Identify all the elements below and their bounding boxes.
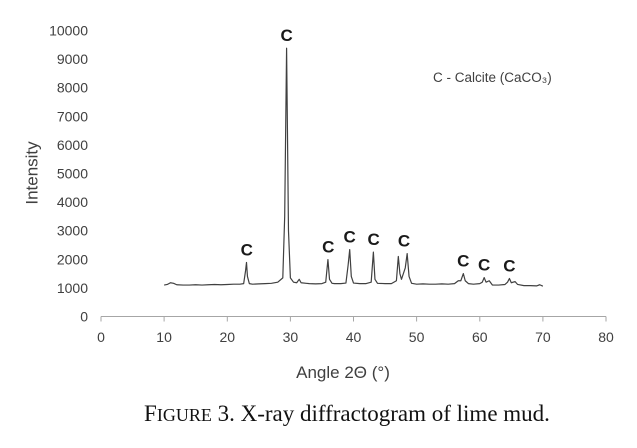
x-tick-label: 10 — [156, 329, 172, 345]
caption-label: FIGURE — [144, 401, 212, 426]
x-tick-label: 40 — [346, 329, 362, 345]
y-tick-label: 10000 — [49, 23, 88, 39]
y-tick-label: 9000 — [57, 51, 88, 67]
series-line — [164, 47, 544, 287]
y-tick-label: 2000 — [57, 251, 88, 267]
peak-label: C — [398, 232, 410, 251]
peak-label: C — [368, 230, 380, 249]
peak-label: C — [241, 240, 253, 259]
y-axis: 0 1000 2000 3000 4000 5000 6000 7000 8000 9000 100… — [49, 23, 88, 325]
xrd-chart: 0100020003000400050006000700080009000100… — [23, 23, 614, 383]
peak-label: C — [503, 257, 515, 276]
x-tick-label: 30 — [283, 329, 299, 345]
y-tick-label: 0 — [80, 309, 88, 325]
caption-text: 3. X-ray diffractogram of lime mud. — [217, 401, 550, 426]
y-tick-label: 8000 — [57, 80, 88, 96]
x-axis-label: Angle 2Θ (°) — [296, 363, 390, 382]
x-tick-label: 0 — [97, 329, 105, 345]
series-group — [164, 47, 544, 287]
calcite-note: C - Calcite (CaCO₃) — [433, 70, 552, 85]
peak-label: C — [322, 238, 334, 257]
x-axis: 0 10 20 30 40 50 60 70 80 — [97, 316, 614, 345]
y-tick-label: 3000 — [57, 223, 88, 239]
x-tick-label: 70 — [535, 329, 551, 345]
x-tick-label: 60 — [472, 329, 488, 345]
y-tick-label: 4000 — [57, 194, 88, 210]
peak-label: C — [344, 228, 356, 247]
y-axis-label: Intensity — [23, 141, 42, 205]
x-tick-label: 20 — [220, 329, 236, 345]
y-tick-label: 6000 — [57, 137, 88, 153]
x-tick-label: 80 — [598, 329, 614, 345]
x-tick-label: 50 — [409, 329, 425, 345]
peak-label: C — [457, 252, 469, 271]
y-tick-label: 1000 — [57, 280, 88, 296]
y-tick-label: 7000 — [57, 108, 88, 124]
peak-label: C — [478, 256, 490, 275]
y-tick-label: 5000 — [57, 166, 88, 182]
peak-label: C — [280, 26, 292, 45]
figure-caption: FIGURE 3. X-ray diffractogram of lime mu… — [60, 401, 634, 427]
